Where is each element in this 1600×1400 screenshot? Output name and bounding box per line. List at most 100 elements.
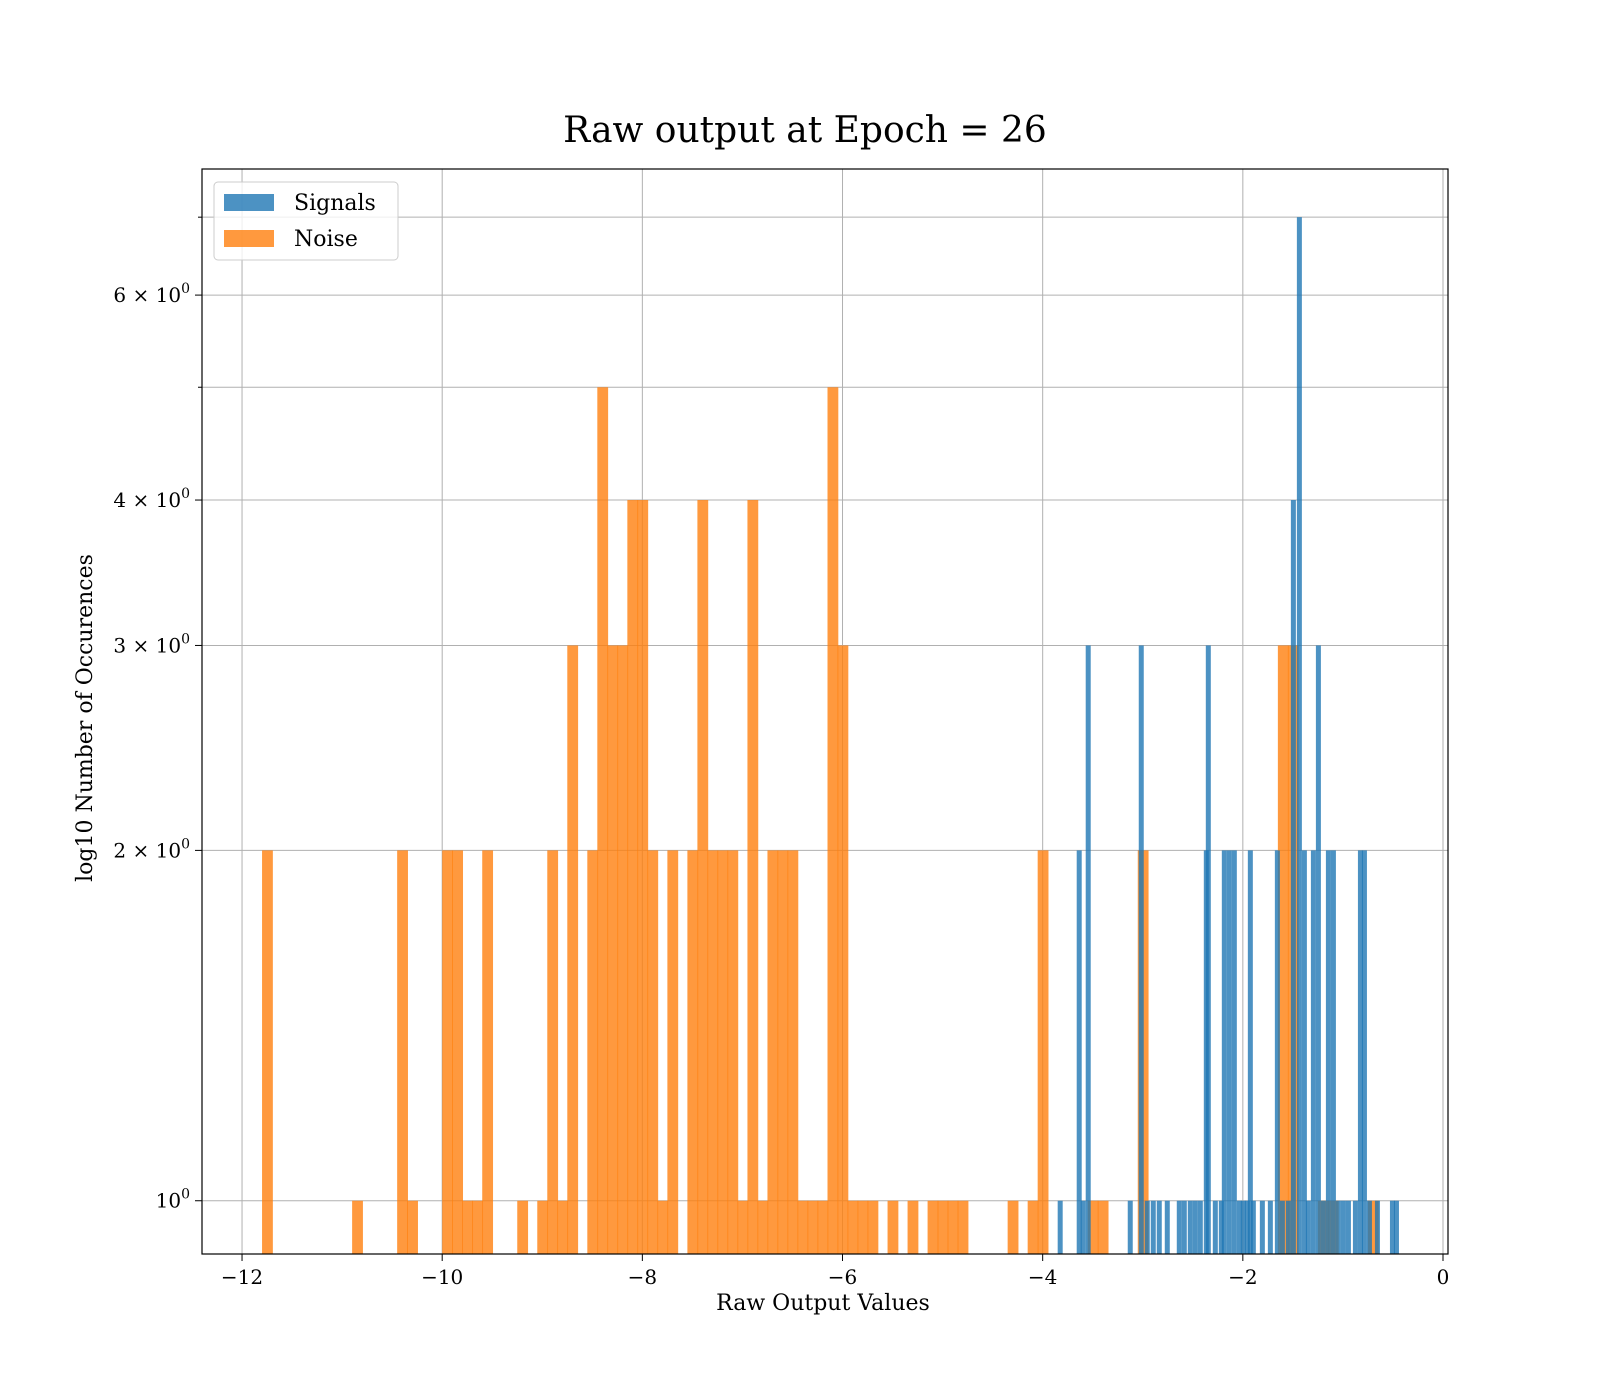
signal-bar: [1080, 1200, 1086, 1254]
signal-bar: [1144, 1200, 1150, 1254]
signal-bar: [1218, 1200, 1224, 1254]
signal-bar: [1320, 1200, 1326, 1254]
signal-bar: [1205, 645, 1211, 1254]
noise-bar: [667, 850, 679, 1254]
signal-bar: [1176, 1200, 1182, 1254]
grid-lines: [202, 169, 1448, 1254]
signal-bar: [1181, 1200, 1187, 1254]
y-tick-label: 4 × 100: [113, 486, 190, 512]
signal-bar: [1076, 850, 1082, 1254]
signal-bar: [1231, 850, 1237, 1254]
noise-bar: [482, 850, 494, 1254]
signal-bar: [1361, 850, 1367, 1254]
x-tick-label: −8: [628, 1265, 657, 1289]
x-tick-label: −4: [1028, 1265, 1057, 1289]
y-tick-label-exponent: 0: [181, 281, 190, 297]
noise-bar: [452, 850, 464, 1254]
noise-bar: [937, 1200, 949, 1254]
signal-bar: [1240, 1200, 1246, 1254]
y-tick-label-exponent: 0: [181, 1187, 190, 1203]
legend-swatch-signals: [224, 194, 274, 211]
noise-bar: [537, 1200, 549, 1254]
x-axis-label: Raw Output Values: [716, 1291, 930, 1316]
y-tick-label-exponent: 0: [181, 836, 190, 852]
y-tick-label-base: 10: [156, 1189, 181, 1213]
noise-bars: [262, 387, 1379, 1254]
noise-bar: [607, 645, 619, 1254]
noise-bar: [1087, 1200, 1099, 1254]
y-tick-label-exponent: 0: [181, 486, 190, 502]
noise-bar: [927, 1200, 939, 1254]
noise-bar: [637, 500, 649, 1254]
noise-bar: [787, 850, 799, 1254]
signal-bar: [1335, 1200, 1341, 1254]
noise-bar: [907, 1200, 919, 1254]
noise-bar: [1007, 1200, 1019, 1254]
signal-bar: [1197, 1200, 1203, 1254]
noise-bar: [757, 1200, 769, 1254]
y-tick-label-base: 6 × 10: [113, 283, 181, 307]
signal-bar: [1330, 850, 1336, 1254]
signal-bar: [1187, 1200, 1193, 1254]
x-tick-label: −6: [828, 1265, 857, 1289]
noise-bar: [1037, 850, 1049, 1254]
signal-bar: [1138, 645, 1144, 1254]
signal-bar: [1244, 1200, 1250, 1254]
noise-bar: [717, 850, 729, 1254]
signal-bar: [1127, 1200, 1133, 1254]
noise-bar: [847, 1200, 859, 1254]
y-tick-label-exponent: 0: [181, 631, 190, 647]
y-tick-label: 100: [156, 1187, 190, 1213]
noise-bar: [867, 1200, 879, 1254]
signal-bar: [1325, 850, 1331, 1254]
noise-bar: [567, 645, 579, 1254]
signal-bar: [1274, 850, 1280, 1254]
y-tick-label: 3 × 100: [113, 631, 190, 657]
noise-bar: [557, 1200, 569, 1254]
signal-bar: [1259, 1200, 1265, 1254]
noise-bar: [817, 1200, 829, 1254]
noise-bar: [547, 850, 559, 1254]
x-tick-label: −12: [221, 1265, 263, 1289]
noise-bar: [1277, 645, 1289, 1254]
signal-bar: [1247, 850, 1253, 1254]
noise-bar: [957, 1200, 969, 1254]
noise-bar: [687, 850, 699, 1254]
y-tick-label-base: 4 × 10: [113, 488, 181, 512]
noise-bar: [1027, 1200, 1039, 1254]
signal-bar: [1221, 850, 1227, 1254]
y-tick-label-base: 2 × 10: [113, 838, 181, 862]
plot-area-frame: [201, 168, 1449, 1255]
signal-bar: [1315, 645, 1321, 1254]
signal-bar: [1267, 1200, 1273, 1254]
signal-bar: [1212, 1200, 1218, 1254]
chart-title: Raw output at Epoch = 26: [563, 110, 1047, 151]
signal-bar: [1374, 1200, 1380, 1254]
signal-bar: [1250, 1200, 1256, 1254]
signal-bar: [1393, 1200, 1399, 1254]
signal-bar: [1366, 1200, 1372, 1254]
legend-swatch-noise: [224, 230, 274, 247]
noise-bar: [837, 645, 849, 1254]
noise-bar: [697, 500, 709, 1254]
noise-bar: [262, 850, 273, 1254]
noise-bar: [597, 387, 609, 1254]
noise-bar: [727, 850, 739, 1254]
noise-bar: [657, 1200, 669, 1254]
signal-bar: [1301, 850, 1307, 1254]
y-tick-label-base: 3 × 10: [113, 633, 181, 657]
legend: Signals Noise: [213, 181, 399, 261]
signal-bar: [1352, 1200, 1358, 1254]
y-tick-label: 6 × 100: [113, 281, 190, 307]
signal-bar: [1389, 1200, 1395, 1254]
noise-bar: [737, 1200, 749, 1254]
noise-bar: [352, 1200, 363, 1254]
noise-bar: [947, 1200, 959, 1254]
noise-bar: [807, 1200, 819, 1254]
noise-bar: [442, 850, 454, 1254]
noise-bar: [617, 645, 629, 1254]
noise-bar: [707, 850, 719, 1254]
noise-bar: [587, 850, 599, 1254]
